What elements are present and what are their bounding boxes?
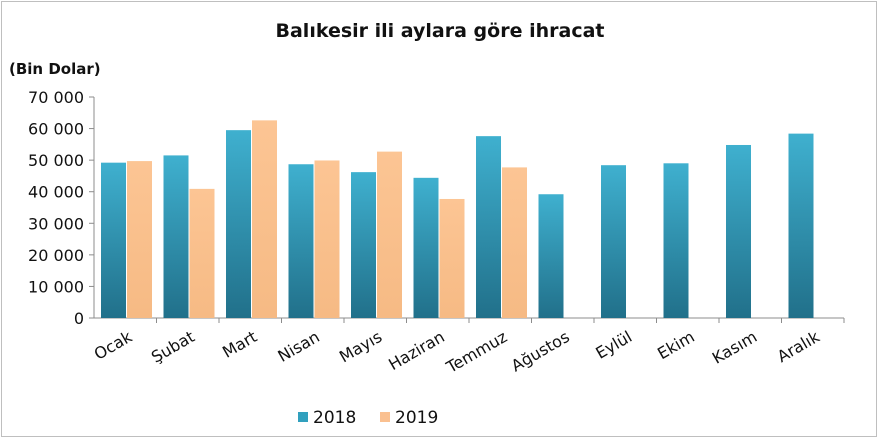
x-tick-label: Kasım [709, 327, 760, 368]
y-tick-label: 10 000 [28, 277, 84, 296]
bar-2018 [226, 130, 251, 318]
y-tick-label: 40 000 [28, 183, 84, 202]
y-tick-label: 60 000 [28, 120, 84, 139]
bar-2019 [439, 198, 465, 318]
bar-2019 [502, 167, 527, 318]
bar-2018 [663, 163, 689, 318]
x-tick-label: Temmuz [442, 327, 510, 377]
x-tick-label: Aralık [774, 327, 824, 367]
y-tick-label: 50 000 [28, 151, 84, 170]
y-tick-label: 20 000 [28, 246, 84, 265]
x-tick-label: Ağustos [508, 327, 573, 375]
bar-2019 [314, 160, 340, 318]
legend-label-2019: 2019 [395, 408, 438, 428]
bar-2018 [351, 172, 376, 318]
y-tick-label: 30 000 [28, 214, 84, 233]
bar-2018 [101, 162, 126, 318]
bar-2019 [252, 120, 277, 318]
x-tick-label: Mayıs [336, 327, 385, 366]
bar-2018 [476, 136, 501, 318]
chart-title: Balıkesir ili aylara göre ihracat [275, 20, 605, 42]
bar-2019 [377, 151, 402, 318]
bar-2018 [538, 194, 564, 318]
y-tick-label: 0 [74, 309, 84, 328]
bar-2018 [726, 144, 751, 318]
bar-2018 [788, 133, 814, 318]
legend-label-2018: 2018 [313, 408, 356, 428]
bar-2018 [413, 177, 439, 318]
bar-2018 [288, 164, 314, 318]
x-tick-label: Mart [219, 327, 260, 362]
x-tick-label: Şubat [148, 327, 198, 367]
legend-swatch-2019 [380, 412, 390, 422]
x-tick-label: Ocak [91, 327, 136, 364]
y-tick-label: 70 000 [28, 88, 84, 107]
x-tick-label: Eylül [592, 327, 635, 363]
x-tick-label: Haziran [385, 327, 448, 374]
x-tick-label: Ekim [654, 327, 698, 363]
plot-area: 0 10 000 20 000 30 000 40 000 50 000 60 000 70 … [28, 88, 845, 428]
y-axis-unit-label: (Bin Dolar) [9, 60, 101, 78]
bar-2019 [189, 188, 215, 318]
bar-2018 [163, 155, 189, 318]
legend-swatch-2018 [298, 412, 308, 422]
bar-2018 [601, 165, 626, 318]
bar-2019 [127, 161, 152, 318]
x-tick-label: Nisan [275, 327, 323, 366]
